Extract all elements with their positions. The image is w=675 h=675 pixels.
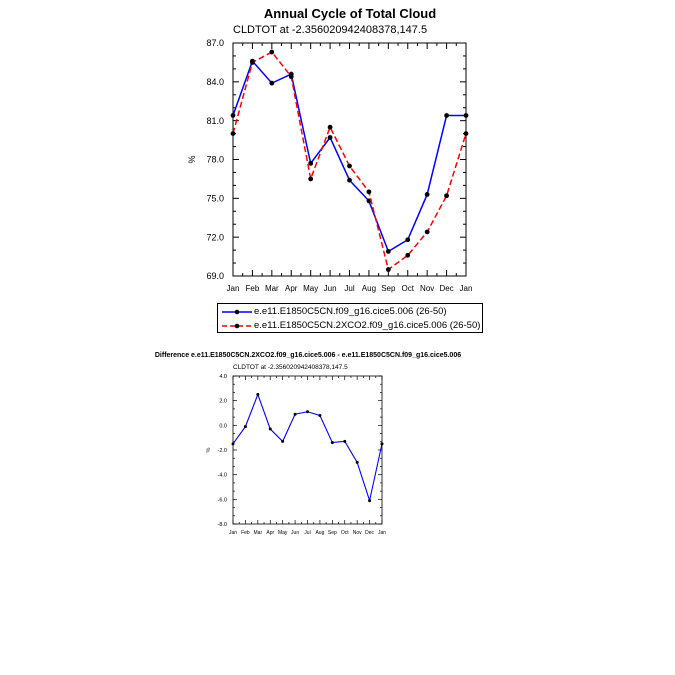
diff-data-point-s0-12 (380, 442, 384, 446)
main-series-line-1 (232, 51, 467, 271)
main-data-point-s1-4 (308, 176, 314, 182)
legend-marker-control (222, 309, 252, 315)
main-data-point-s0-6 (347, 177, 352, 183)
main-data-point-s1-1 (250, 60, 255, 65)
diff-ytick-label: -6.0 (218, 497, 227, 503)
diff-plot-frame (232, 375, 383, 525)
diff-xtick-label: Mar (254, 530, 263, 536)
main-data-point-s1-9 (405, 252, 411, 258)
diff-xtick-label: Aug (315, 530, 324, 536)
main-xtick-label: Mar (265, 284, 279, 293)
diff-ytick-label: -4.0 (218, 473, 227, 479)
diff-xtick-label: Nov (353, 530, 362, 536)
main-ylabel: % (187, 155, 197, 163)
main-data-point-s0-11 (444, 113, 449, 118)
diff-ytick-label: 2.0 (219, 399, 227, 405)
main-xtick-label: Jan (460, 284, 473, 293)
main-ytick-label: 87.0 (206, 38, 224, 48)
diff-data-point-s0-3 (268, 427, 272, 431)
main-data-point-s0-4 (308, 160, 314, 166)
diff-data-point-s0-10 (355, 460, 359, 464)
main-data-point-s1-10 (424, 229, 430, 235)
legend-label-2xco2: e.e11.E1850C5CN.2XCO2.f09_g16.cice5.006 … (254, 320, 481, 331)
main-xtick-label: Apr (285, 284, 298, 293)
main-xtick-label: Nov (420, 284, 434, 293)
diff-data-point-s0-9 (343, 439, 347, 443)
main-data-point-s1-2 (269, 49, 275, 55)
diff-ytick-label: 4.0 (219, 374, 227, 380)
main-ytick-label: 69.0 (206, 271, 224, 281)
diff-xtick-label: Jul (304, 530, 310, 536)
main-xtick-label: Feb (246, 284, 260, 293)
diff-data-point-s0-2 (256, 393, 260, 396)
diff-xtick-label: Jan (229, 530, 237, 536)
main-ytick-label: 81.0 (206, 116, 224, 126)
main-data-point-s0-2 (269, 80, 275, 86)
main-data-point-s0-5 (327, 135, 333, 140)
legend-marker-2xco2 (222, 323, 252, 329)
legend-label-control: e.e11.E1850C5CN.f09_g16.cice5.006 (26-50… (254, 306, 447, 317)
main-data-point-s1-7 (366, 189, 372, 195)
main-data-point-s0-9 (405, 237, 411, 243)
diff-ylabel: % (206, 447, 212, 452)
main-xtick-label: Sep (381, 284, 396, 293)
main-xtick-label: Jul (344, 284, 354, 293)
main-ytick-label: 84.0 (206, 77, 224, 87)
diff-ytick-label: 0.0 (219, 423, 227, 429)
diff-data-point-s0-11 (368, 499, 372, 503)
diff-xtick-label: Jan (378, 530, 386, 536)
main-data-point-s0-12 (463, 113, 469, 118)
main-xtick-label: Jun (324, 284, 337, 293)
chart-subtitle: CLDTOT at -2.356020942408378,147.5 (233, 24, 428, 36)
diff-xtick-label: Dec (365, 530, 374, 536)
main-data-point-s1-12 (463, 131, 469, 137)
diff-data-point-s0-5 (293, 412, 297, 416)
main-xtick-label: Jan (227, 284, 240, 293)
diff-data-point-s0-8 (330, 441, 334, 445)
diff-ytick-label: -2.0 (218, 448, 227, 454)
main-data-point-s1-3 (288, 74, 294, 80)
diff-data-point-s0-4 (281, 439, 285, 443)
diff-ytick-label: -8.0 (218, 522, 227, 528)
main-data-point-s1-5 (327, 124, 333, 130)
legend-entry-control: e.e11.E1850C5CN.f09_g16.cice5.006 (26-50… (218, 305, 482, 319)
main-data-point-s0-0 (230, 113, 236, 118)
main-xtick-label: Aug (362, 284, 376, 293)
diff-data-point-s0-0 (231, 442, 235, 446)
main-data-point-s0-10 (424, 192, 430, 197)
diff-xtick-label: Oct (341, 530, 349, 536)
legend-entry-2xco2: e.e11.E1850C5CN.2XCO2.f09_g16.cice5.006 … (218, 319, 482, 333)
diff-xtick-label: May (278, 530, 288, 536)
main-data-point-s1-6 (347, 163, 352, 169)
diff-data-point-s0-6 (306, 410, 309, 414)
main-ytick-label: 75.0 (206, 193, 224, 203)
diff-data-point-s0-7 (318, 413, 322, 417)
main-xtick-label: Dec (439, 284, 453, 293)
main-xtick-label: May (303, 284, 318, 293)
main-ytick-label: 78.0 (206, 155, 224, 165)
diff-xtick-label: Jun (291, 530, 299, 536)
main-data-point-s1-0 (230, 131, 236, 137)
diff-xtick-label: Sep (328, 530, 337, 536)
main-data-point-s0-8 (385, 249, 391, 254)
diff-chart-title: Difference e.e11.E1850C5CN.2XCO2.f09_g16… (154, 352, 462, 359)
legend: e.e11.E1850C5CN.f09_g16.cice5.006 (26-50… (217, 303, 483, 333)
chart-title: Annual Cycle of Total Cloud (263, 6, 437, 21)
main-ytick-label: 72.0 (206, 232, 224, 242)
diff-data-point-s0-1 (243, 425, 247, 429)
diff-xtick-label: Feb (241, 530, 250, 536)
main-data-point-s1-11 (444, 193, 449, 199)
main-data-point-s1-8 (385, 267, 391, 272)
main-series-line-0 (232, 59, 466, 253)
main-xtick-label: Oct (402, 284, 415, 293)
diff-xtick-label: Apr (266, 530, 274, 536)
diff-chart-subtitle: CLDTOT at -2.356020942408378,147.5 (233, 364, 348, 371)
